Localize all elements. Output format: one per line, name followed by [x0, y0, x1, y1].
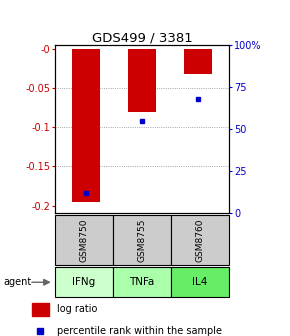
Text: percentile rank within the sample: percentile rank within the sample: [57, 326, 222, 336]
Text: TNFa: TNFa: [129, 277, 155, 287]
Bar: [32, 303, 49, 316]
Bar: [128, 49, 156, 112]
Text: IFNg: IFNg: [72, 277, 96, 287]
Bar: [113, 215, 171, 265]
Text: GSM8755: GSM8755: [137, 218, 147, 262]
Text: IL4: IL4: [192, 277, 208, 287]
Title: GDS499 / 3381: GDS499 / 3381: [92, 31, 193, 44]
Bar: [55, 215, 113, 265]
Bar: [171, 267, 229, 297]
Text: log ratio: log ratio: [57, 304, 97, 314]
Text: GSM8750: GSM8750: [79, 218, 89, 262]
Text: GSM8760: GSM8760: [195, 218, 205, 262]
Bar: [113, 267, 171, 297]
Bar: [184, 49, 212, 74]
Bar: [171, 215, 229, 265]
Bar: [72, 49, 100, 202]
Bar: [55, 267, 113, 297]
Text: agent: agent: [3, 277, 31, 287]
